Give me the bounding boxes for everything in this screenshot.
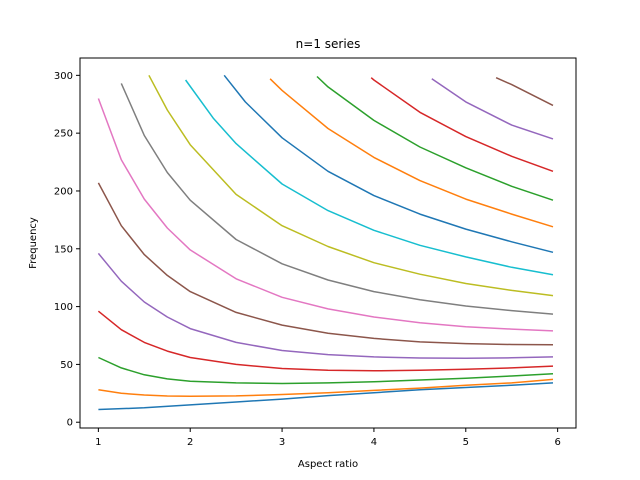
chart-title: n=1 series bbox=[296, 37, 361, 51]
x-tick-label: 1 bbox=[95, 437, 101, 448]
x-tick-label: 2 bbox=[187, 437, 193, 448]
y-tick-label: 200 bbox=[54, 186, 73, 197]
series-line-9 bbox=[148, 74, 554, 297]
series-line-3 bbox=[98, 356, 554, 385]
y-tick-label: 300 bbox=[54, 71, 73, 82]
x-axis: 1 2 3 4 5 6 bbox=[95, 428, 561, 448]
series-layer bbox=[97, 74, 554, 411]
plot-area-frame bbox=[79, 57, 577, 429]
series-line-7 bbox=[97, 98, 554, 332]
x-tick-label: 5 bbox=[463, 437, 469, 448]
series-line-15 bbox=[431, 78, 554, 140]
x-tick-label: 6 bbox=[554, 437, 560, 448]
x-tick-label: 3 bbox=[279, 437, 285, 448]
series-line-1 bbox=[98, 382, 554, 411]
series-line-11 bbox=[223, 74, 554, 254]
y-tick-label: 50 bbox=[60, 360, 73, 371]
y-tick-label: 100 bbox=[54, 302, 73, 313]
x-tick-label: 4 bbox=[371, 437, 377, 448]
series-line-10 bbox=[184, 79, 554, 276]
y-axis-label: Frequency bbox=[28, 217, 39, 269]
y-tick-label: 150 bbox=[54, 244, 73, 255]
series-line-13 bbox=[316, 75, 554, 201]
series-line-5 bbox=[97, 252, 554, 360]
x-axis-label: Aspect ratio bbox=[298, 459, 358, 470]
series-line-6 bbox=[97, 182, 554, 346]
series-line-4 bbox=[97, 310, 554, 372]
y-tick-label: 250 bbox=[54, 129, 73, 140]
series-line-14 bbox=[370, 77, 554, 173]
series-line-2 bbox=[98, 378, 554, 397]
y-tick-label: 0 bbox=[67, 418, 73, 429]
series-line-16 bbox=[495, 77, 554, 107]
series-line-12 bbox=[269, 78, 554, 228]
y-axis: 0 50 100 150 200 250 300 bbox=[54, 71, 80, 429]
series-line-8 bbox=[120, 83, 554, 315]
